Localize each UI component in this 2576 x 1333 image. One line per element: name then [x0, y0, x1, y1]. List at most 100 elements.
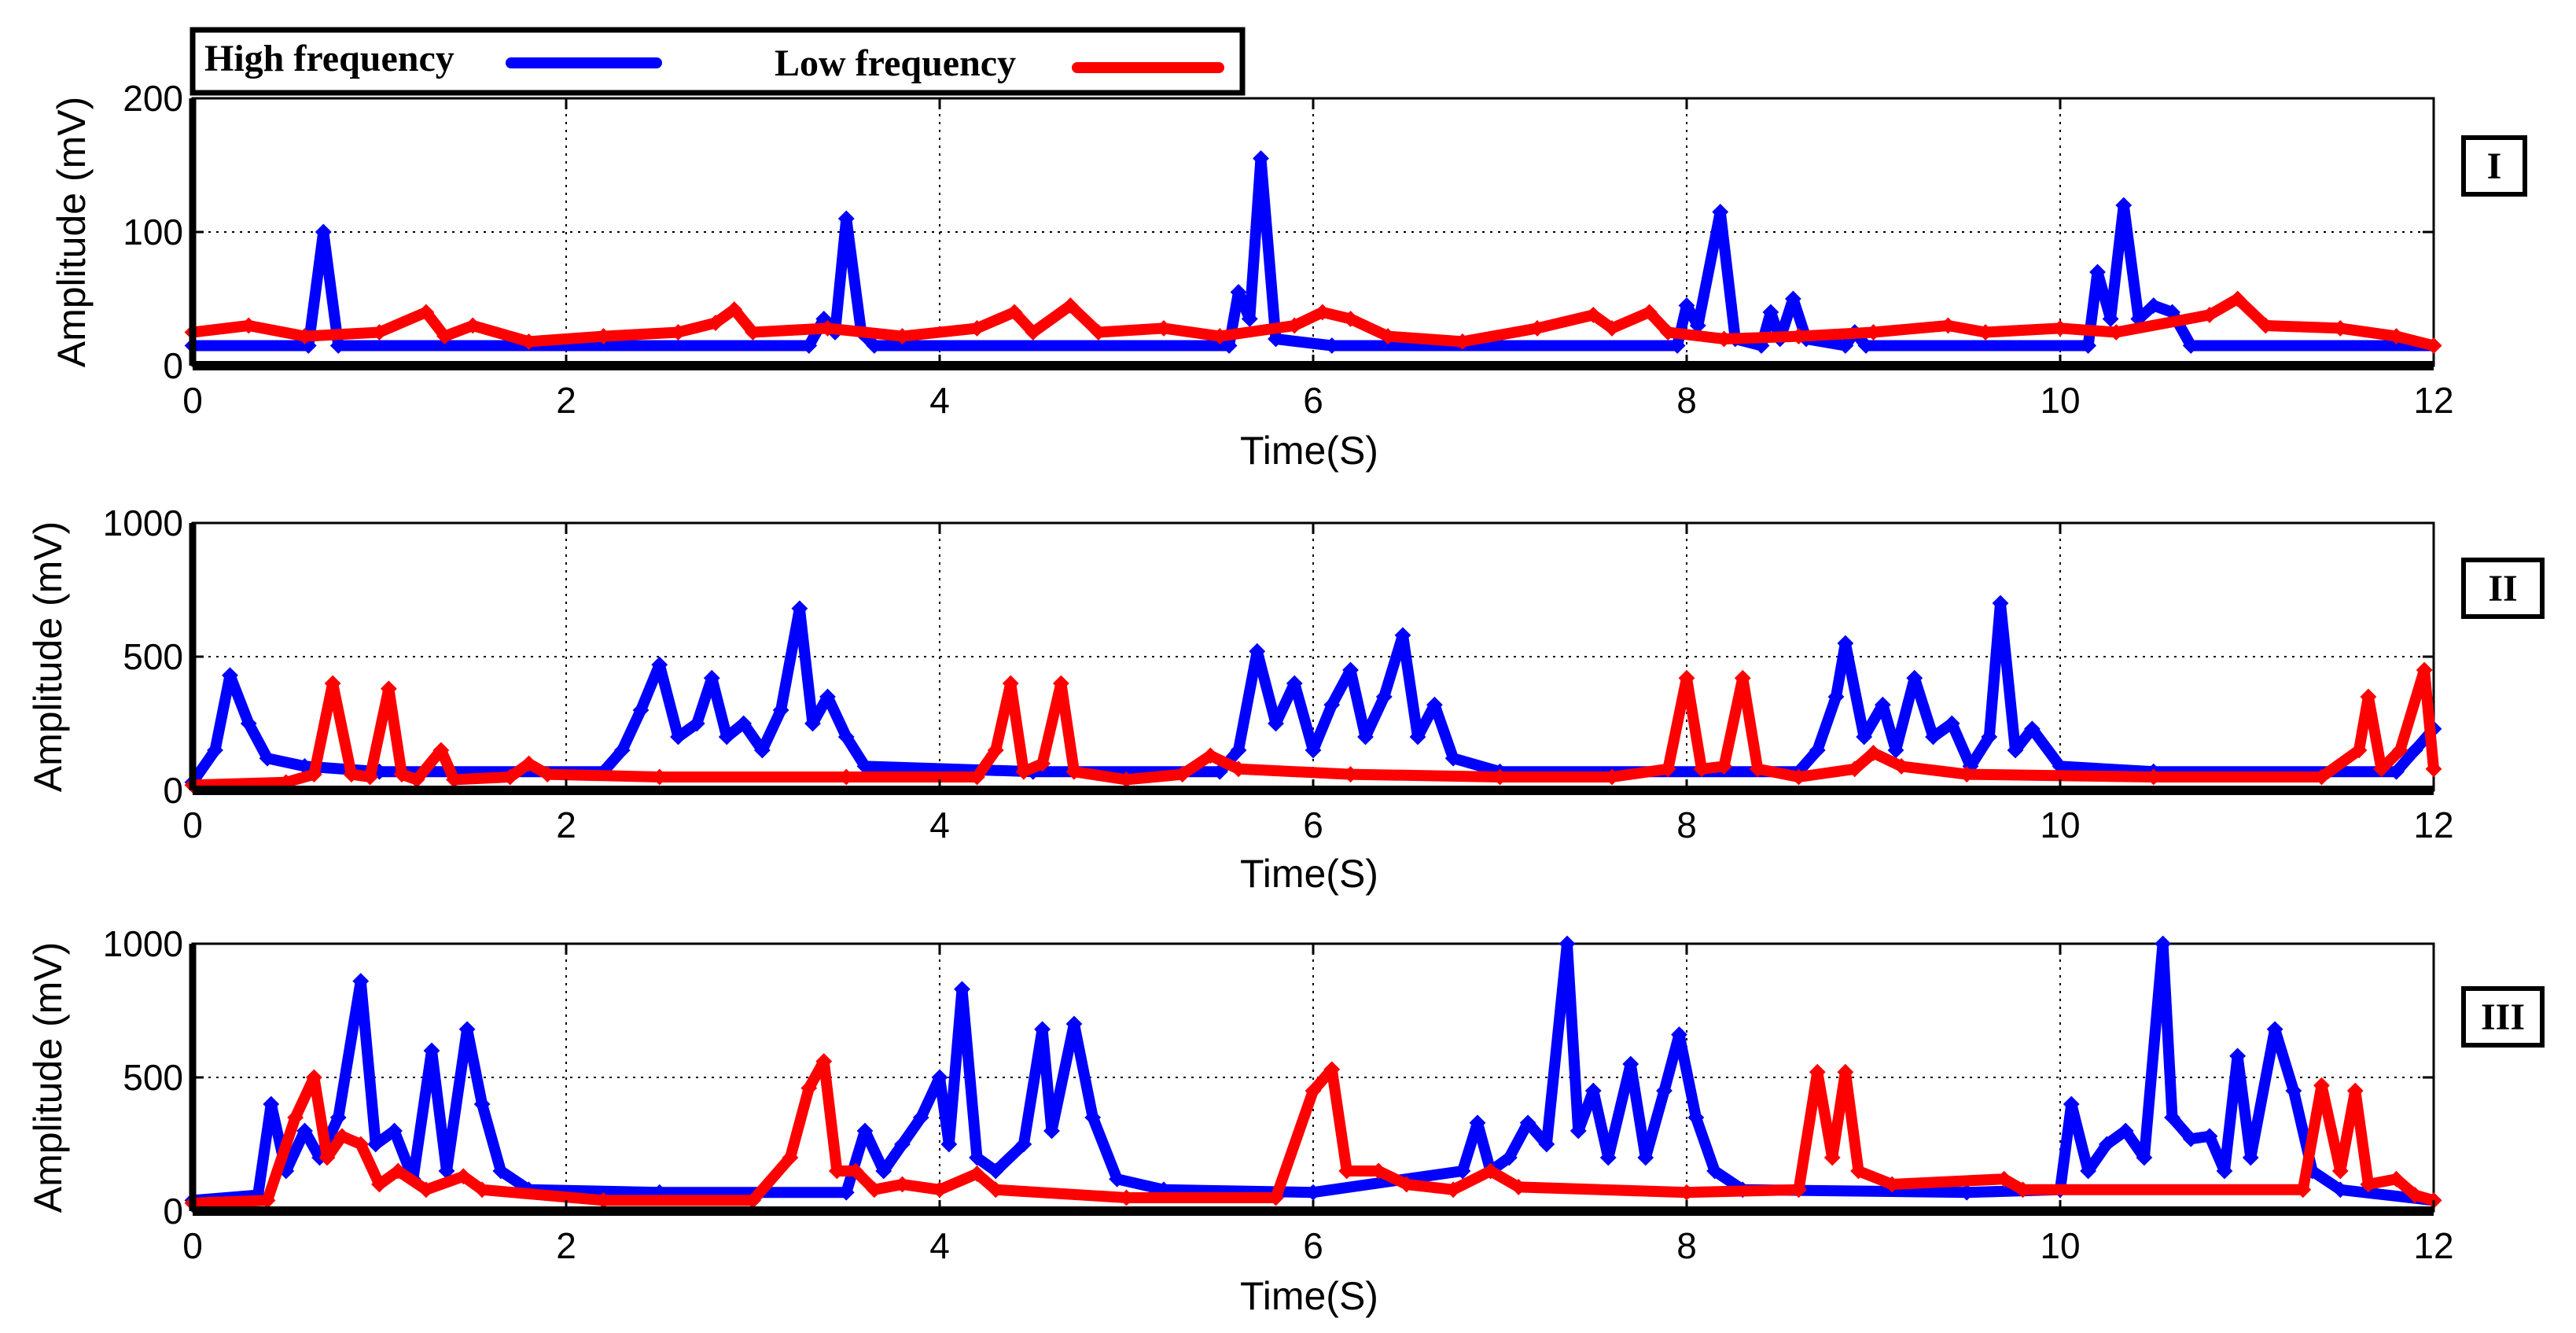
data-point-low-frequency — [1837, 1063, 1854, 1081]
data-point-low-frequency — [1342, 766, 1359, 783]
x-tick-label: 10 — [2040, 380, 2080, 421]
data-point-high-frequency — [2136, 1149, 2153, 1166]
data-point-high-frequency — [931, 1069, 948, 1086]
data-point-high-frequency — [1109, 1170, 1126, 1188]
data-point-low-frequency — [987, 742, 1004, 759]
data-point-low-frequency — [380, 680, 397, 698]
data-point-high-frequency — [1323, 337, 1341, 354]
data-point-low-frequency — [1155, 319, 1172, 337]
data-point-low-frequency — [240, 317, 257, 334]
data-point-high-frequency — [1925, 728, 1941, 746]
data-point-low-frequency — [1482, 1162, 1500, 1180]
data-point-high-frequency — [1857, 337, 1875, 354]
data-point-low-frequency — [2346, 1082, 2364, 1099]
data-point-high-frequency — [2007, 742, 2024, 759]
data-point-low-frequency — [1174, 766, 1191, 783]
panel-3-ylabel: Amplitude (mV) — [26, 942, 70, 1213]
data-point-low-frequency — [1977, 324, 1994, 341]
x-tick-label: 6 — [1303, 380, 1323, 421]
data-point-high-frequency — [670, 728, 686, 746]
data-point-low-frequency — [318, 1149, 336, 1166]
data-point-high-frequency — [1065, 1015, 1083, 1033]
data-point-high-frequency — [2406, 742, 2423, 759]
data-point-low-frequency — [1790, 328, 1807, 345]
data-point-high-frequency — [819, 688, 836, 705]
data-point-high-frequency — [940, 1136, 958, 1153]
data-point-high-frequency — [688, 715, 705, 732]
data-point-low-frequency — [2107, 324, 2125, 341]
data-point-low-frequency — [2388, 328, 2405, 345]
data-point-high-frequency — [386, 1122, 403, 1140]
data-point-high-frequency — [2098, 1136, 2115, 1153]
data-point-low-frequency — [362, 768, 379, 786]
data-point-high-frequency — [791, 600, 808, 617]
data-point-low-frequency — [1603, 768, 1621, 786]
data-point-low-frequency — [2331, 1162, 2349, 1180]
data-point-high-frequency — [772, 701, 789, 719]
data-point-high-frequency — [804, 715, 821, 732]
panel-2-grid — [193, 523, 2434, 790]
data-point-low-frequency — [1323, 1061, 1341, 1078]
data-point-low-frequency — [324, 675, 341, 692]
data-point-high-frequency — [492, 1162, 510, 1180]
panel-1-ylabel: Amplitude (mV) — [50, 97, 94, 368]
y-tick-label: 1000 — [103, 923, 183, 964]
data-point-low-frequency — [521, 333, 537, 350]
data-point-low-frequency — [352, 1136, 370, 1153]
data-point-high-frequency — [222, 667, 238, 684]
data-point-high-frequency — [1249, 643, 1266, 660]
data-point-low-frequency — [1850, 1162, 1867, 1180]
y-tick-label: 0 — [163, 1191, 183, 1232]
data-point-low-frequency — [1584, 306, 1602, 323]
data-point-high-frequency — [1230, 284, 1247, 300]
data-point-high-frequency — [866, 337, 883, 354]
data-point-low-frequency — [1006, 304, 1023, 321]
panel-1-series — [184, 150, 2442, 354]
x-tick-label: 6 — [1303, 805, 1323, 845]
data-point-low-frequency — [1314, 304, 1331, 321]
data-point-high-frequency — [651, 656, 668, 673]
data-point-low-frequency — [1510, 1178, 1527, 1195]
data-point-low-frequency — [2425, 337, 2442, 354]
x-tick-label: 2 — [556, 1225, 576, 1266]
data-point-high-frequency — [1906, 669, 1923, 687]
data-point-low-frequency — [2313, 768, 2330, 786]
data-point-low-frequency — [1211, 328, 1228, 345]
data-point-high-frequency — [837, 728, 855, 746]
data-point-low-frequency — [866, 1181, 883, 1199]
legend-box — [190, 27, 1246, 96]
panel-1-xlabel: Time(S) — [1240, 429, 1378, 473]
data-point-high-frequency — [1034, 1021, 1051, 1038]
data-point-high-frequency — [954, 981, 970, 998]
data-point-high-frequency — [259, 749, 276, 767]
panel-3-tag-box — [2461, 986, 2545, 1048]
data-point-low-frequency — [1940, 317, 1956, 334]
data-point-high-frequency — [2229, 1048, 2247, 1065]
data-point-low-frequency — [2425, 760, 2442, 778]
y-tick-label: 200 — [123, 78, 183, 119]
data-point-low-frequency — [1015, 763, 1032, 780]
data-point-low-frequency — [393, 766, 410, 783]
x-tick-label: 12 — [2413, 1225, 2453, 1266]
data-point-high-frequency — [207, 742, 223, 759]
data-point-high-frequency — [1856, 728, 1873, 746]
x-tick-label: 12 — [2413, 380, 2453, 421]
panel-2-xlabel: Time(S) — [1240, 852, 1378, 896]
data-point-low-frequency — [1893, 757, 1910, 775]
legend-low-label: Low frequency — [775, 42, 1016, 84]
data-point-low-frequency — [1398, 1176, 1415, 1193]
data-point-low-frequency — [1865, 744, 1882, 761]
data-point-low-frequency — [473, 1181, 491, 1199]
data-point-high-frequency — [1671, 1026, 1687, 1044]
data-point-high-frequency — [2182, 1130, 2199, 1147]
data-point-high-frequency — [2242, 1149, 2259, 1166]
data-point-high-frequency — [1599, 1149, 1617, 1166]
data-point-low-frequency — [1678, 1184, 1695, 1201]
panel-2-ylabel: Amplitude (mV) — [26, 521, 70, 793]
data-point-low-frequency — [1052, 675, 1069, 692]
data-point-low-frequency — [1492, 768, 1508, 786]
data-point-high-frequency — [1043, 1122, 1060, 1140]
data-point-low-frequency — [1846, 760, 1864, 778]
x-tick-label: 6 — [1303, 1225, 1323, 1266]
